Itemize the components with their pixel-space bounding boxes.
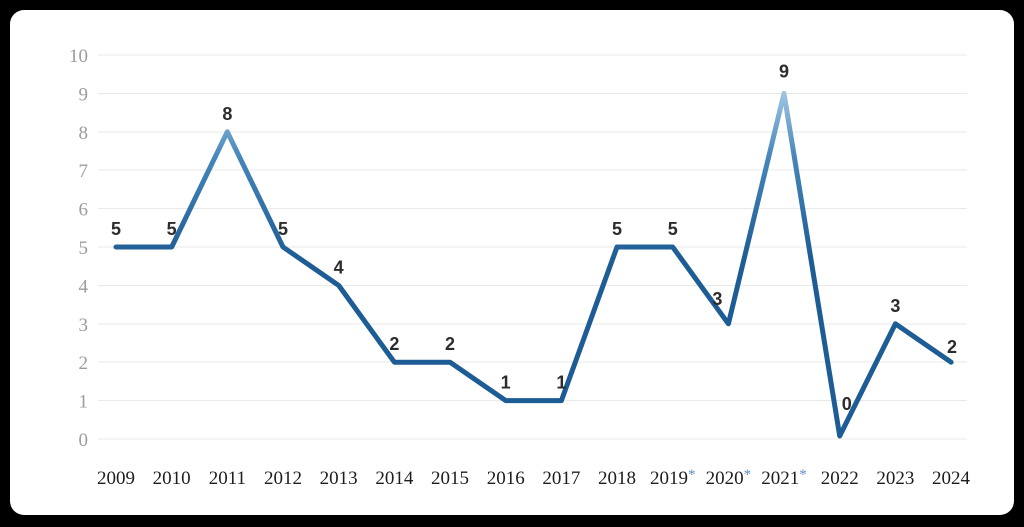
data-label: 5 <box>612 219 622 239</box>
data-label: 5 <box>278 219 288 239</box>
data-label: 4 <box>334 257 344 277</box>
year-asterisk: * <box>799 467 807 483</box>
x-axis-tick-label: 2011 <box>209 468 246 489</box>
x-axis-tick-label: 2014 <box>375 468 414 489</box>
y-axis-tick-label: 3 <box>79 315 89 336</box>
data-label: 5 <box>167 219 177 239</box>
y-axis-tick-label: 4 <box>79 276 89 297</box>
data-label: 1 <box>556 373 566 393</box>
series-line <box>113 90 954 439</box>
x-axis-tick-label: 2022 <box>821 468 859 489</box>
y-axis-tick-label: 2 <box>79 353 89 374</box>
data-label: 2 <box>947 337 957 357</box>
chart-card: 0 1 2 3 4 5 6 7 8 9 10 2009 2010 2011 2012 2013 2014 2015… <box>10 10 1014 515</box>
data-label: 3 <box>890 296 900 316</box>
data-label: 2 <box>389 334 399 354</box>
x-axis-tick-label: 2010 <box>153 468 191 489</box>
data-label: 0 <box>842 394 852 414</box>
x-axis-tick-label: 2023 <box>876 468 914 489</box>
data-label: 5 <box>111 219 121 239</box>
x-axis-tick-label: 2019* <box>650 467 696 489</box>
data-label: 8 <box>222 104 232 124</box>
data-label: 1 <box>501 373 511 393</box>
y-axis-tick-label: 7 <box>79 161 89 182</box>
x-axis-tick-label: 2012 <box>264 468 302 489</box>
year-asterisk: * <box>744 467 752 483</box>
x-axis-tick-label: 2017 <box>542 468 580 489</box>
x-axis-tick-label: 2024 <box>932 468 971 489</box>
x-axis-tick-label: 2015 <box>431 468 469 489</box>
y-axis-tick-label: 10 <box>69 46 88 67</box>
data-label: 9 <box>779 61 789 81</box>
y-axis-tick-label: 5 <box>79 238 89 259</box>
data-label: 2 <box>445 334 455 354</box>
y-axis-tick-label: 1 <box>79 392 89 413</box>
y-axis-tick-label: 6 <box>79 200 89 221</box>
y-axis-tick-label: 8 <box>79 123 89 144</box>
data-label: 3 <box>712 289 722 309</box>
data-label: 5 <box>668 219 678 239</box>
year-asterisk: * <box>688 467 696 483</box>
x-axis-tick-label: 2018 <box>598 468 636 489</box>
x-axis-tick-label: 2020* <box>706 467 752 489</box>
x-axis-tick-label: 2009 <box>97 468 135 489</box>
x-axis-tick-label: 2013 <box>320 468 358 489</box>
x-axis-tick-label: 2016 <box>487 468 525 489</box>
x-axis-tick-label: 2021* <box>761 467 807 489</box>
y-axis-tick-label: 9 <box>79 84 89 105</box>
y-axis-tick-label: 0 <box>79 430 89 451</box>
